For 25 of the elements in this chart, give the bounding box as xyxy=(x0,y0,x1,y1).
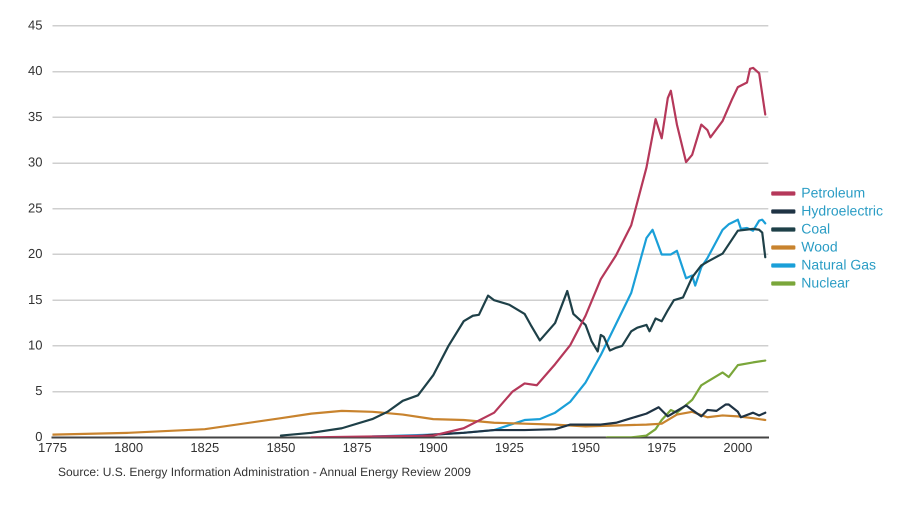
legend-label: Petroleum xyxy=(801,184,866,200)
y-tick-label: 40 xyxy=(28,63,42,78)
legend-label: Nuclear xyxy=(801,274,850,290)
legend-label: Hydroelectric xyxy=(801,202,884,218)
x-tick-label: 2000 xyxy=(723,440,752,455)
y-tick-label: 30 xyxy=(28,154,42,170)
y-tick-label: 35 xyxy=(28,108,42,124)
y-tick-label: 45 xyxy=(28,17,42,32)
y-tick-label: 5 xyxy=(35,383,42,398)
x-tick-label: 1825 xyxy=(190,440,220,455)
source-note: Source: U.S. Energy Information Administration - Annual Energy Review 2009 xyxy=(57,465,472,479)
legend-label: Wood xyxy=(801,238,838,254)
x-tick-label: 1900 xyxy=(418,440,448,455)
y-tick-label: 20 xyxy=(28,246,42,262)
x-tick-label: 1950 xyxy=(571,440,600,455)
x-tick-label: 1925 xyxy=(494,440,524,455)
x-tick-label: 1875 xyxy=(342,440,372,455)
y-tick-label: 15 xyxy=(28,292,42,307)
legend-label: Natural Gas xyxy=(801,256,876,272)
x-tick-label: 1975 xyxy=(647,440,676,455)
y-tick-label: 25 xyxy=(28,200,42,216)
x-tick-label: 1800 xyxy=(114,440,144,455)
y-tick-label: 10 xyxy=(28,338,42,353)
x-tick-label: 1850 xyxy=(266,440,296,455)
legend-label: Coal xyxy=(801,220,830,236)
